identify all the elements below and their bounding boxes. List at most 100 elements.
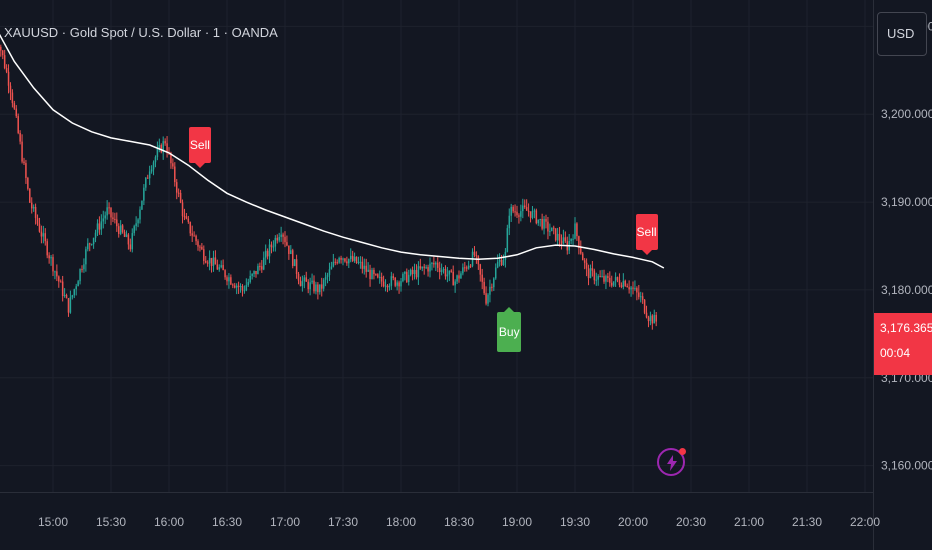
candle-body: [516, 211, 518, 216]
candle-body: [332, 261, 335, 267]
candle-body: [365, 265, 367, 272]
candle-body: [311, 280, 313, 283]
candle-body: [38, 223, 41, 232]
candle-body: [25, 163, 27, 178]
candle-body: [239, 286, 242, 288]
candle-body: [508, 215, 511, 229]
candle-body: [547, 221, 549, 232]
x-tick-label: 17:00: [270, 515, 300, 529]
candle-body: [290, 250, 292, 255]
candle-body: [357, 261, 360, 263]
candle-body: [100, 221, 103, 230]
candle-body: [634, 288, 636, 290]
candle-body: [597, 276, 599, 280]
candle-body: [88, 243, 91, 245]
candle-body: [85, 249, 87, 265]
candle-body: [253, 270, 255, 274]
candle-body: [166, 143, 168, 153]
x-tick-label: 21:30: [792, 515, 822, 529]
candle-body: [562, 237, 565, 244]
candle-body: [40, 231, 43, 237]
candle-body: [373, 269, 375, 275]
candle-body: [377, 274, 379, 278]
candlestick-series: [0, 44, 657, 330]
candle-body: [481, 274, 483, 282]
candle-body: [543, 219, 545, 229]
candle-body: [185, 216, 188, 219]
candle-body: [119, 225, 122, 234]
candle-body: [326, 275, 329, 277]
candle-body: [525, 207, 528, 211]
last-price-value: 3,176.365: [880, 321, 932, 335]
candle-body: [427, 267, 429, 272]
sell-signal-label: Sell: [635, 214, 658, 256]
candle-body: [189, 221, 192, 234]
candle-body: [475, 255, 478, 257]
candle-body: [537, 219, 540, 224]
candle-body: [13, 103, 16, 109]
candle-body: [87, 243, 89, 250]
candle-body: [243, 290, 246, 292]
candle-body: [585, 262, 588, 269]
candle-body: [458, 275, 460, 279]
candle-body: [278, 236, 280, 241]
candle-body: [1, 50, 4, 56]
candle-body: [444, 269, 447, 277]
candle-body: [309, 282, 311, 290]
candle-body: [156, 148, 159, 158]
candle-body: [174, 166, 176, 183]
candle-body: [259, 266, 261, 268]
candle-body: [502, 259, 505, 265]
candle-body: [262, 257, 265, 270]
candle-body: [638, 292, 640, 297]
candle-body: [102, 218, 105, 222]
candle-body: [446, 274, 449, 277]
candle-body: [522, 205, 524, 212]
x-tick-label: 21:00: [734, 515, 764, 529]
candle-body: [626, 285, 628, 288]
candle-body: [36, 217, 39, 224]
candle-body: [593, 270, 596, 281]
candle-body: [349, 255, 352, 260]
candle-body: [313, 280, 315, 292]
candle-body: [27, 177, 29, 189]
symbol-title[interactable]: XAUUSD · Gold Spot / U.S. Dollar · 1 · O…: [4, 25, 278, 40]
candle-body: [572, 238, 574, 240]
lightning-icon[interactable]: [657, 448, 686, 476]
candle-body: [114, 218, 116, 220]
candle-body: [649, 315, 652, 322]
last-price-tag: 3,176.365 00:04: [874, 313, 932, 375]
currency-button[interactable]: USD: [877, 12, 927, 56]
candle-body: [591, 268, 594, 271]
candle-body: [632, 287, 634, 289]
candle-body: [216, 264, 219, 270]
candle-body: [210, 257, 213, 266]
candle-body: [336, 262, 338, 264]
candle-body: [249, 275, 251, 283]
candle-body: [291, 250, 294, 266]
candle-body: [338, 257, 340, 263]
candle-body: [158, 144, 161, 149]
candle-body: [533, 210, 536, 212]
candle-body: [170, 152, 172, 164]
candle-body: [34, 207, 37, 218]
y-tick-label: 3,190.000: [881, 195, 932, 209]
candle-body: [448, 270, 451, 275]
moving-average-line: [0, 33, 665, 269]
candle-body: [77, 281, 79, 287]
candle-body: [465, 267, 468, 269]
candle-body: [541, 218, 543, 229]
candle-body: [301, 281, 304, 287]
candle-body: [241, 286, 244, 291]
candle-body: [419, 266, 422, 269]
candle-body: [23, 161, 25, 164]
candle-body: [297, 273, 300, 281]
candle-body: [483, 281, 485, 294]
candle-body: [407, 274, 410, 283]
candle-body: [197, 241, 199, 247]
candle-body: [208, 257, 211, 264]
candle-body: [145, 177, 147, 188]
candle-body: [375, 274, 377, 276]
candle-body: [578, 236, 580, 248]
